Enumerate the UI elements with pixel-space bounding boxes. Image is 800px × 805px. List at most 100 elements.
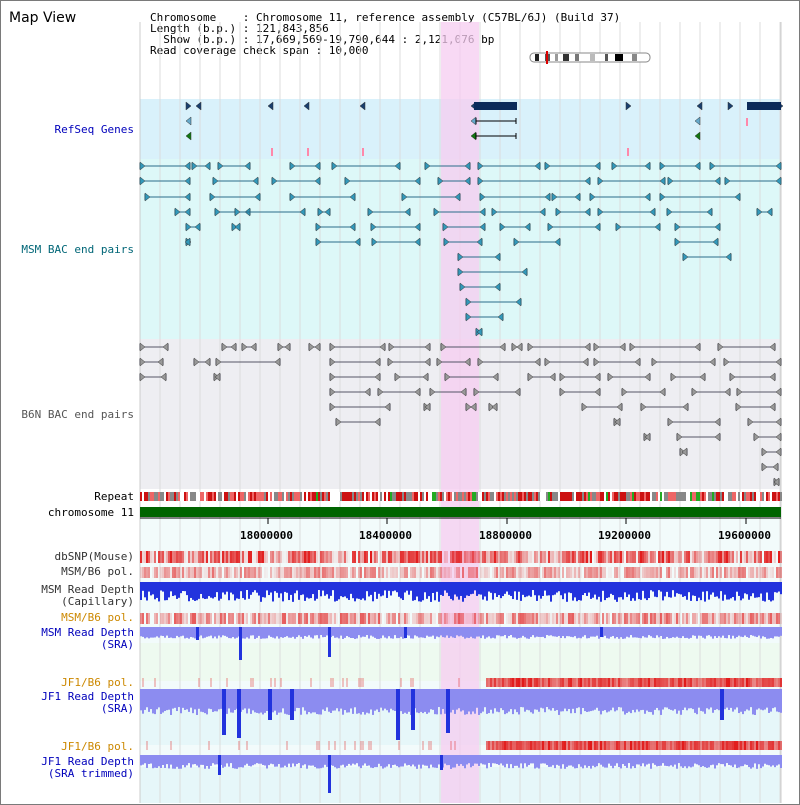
repeat-segment xyxy=(382,492,384,501)
repeat-segment xyxy=(452,492,454,501)
repeat-segment xyxy=(506,492,508,501)
msm-sra-depth-bar xyxy=(720,627,722,638)
msm-pol-density xyxy=(506,567,508,578)
msm-pol-density xyxy=(640,567,642,578)
repeat-segment xyxy=(304,492,306,501)
bac-end-arrow xyxy=(544,357,551,367)
msm-pol2-density xyxy=(648,613,650,624)
track-label-jf1-depth-sra[interactable]: JF1 Read Depth (SRA) xyxy=(41,690,134,715)
msm-pol-density xyxy=(190,567,192,578)
repeat-segment xyxy=(308,492,310,501)
jf1-sra-depth-bar xyxy=(374,689,376,711)
msm-pol2-density xyxy=(280,613,282,624)
jf1-pol2-density xyxy=(488,741,490,750)
repeat-segment xyxy=(420,492,422,501)
jf1-trim-depth-bar xyxy=(248,755,250,766)
bac-end-arrow xyxy=(725,252,732,262)
track-label-msm-b6-pol-1[interactable]: MSM/B6 pol. xyxy=(61,565,134,578)
msm-sra-depth-bar xyxy=(156,627,158,637)
bac-end-arrow xyxy=(539,207,546,217)
jf1-pol-density xyxy=(576,678,578,687)
bac-end-arrow xyxy=(699,372,706,382)
msm-pol-density xyxy=(258,567,260,578)
track-features[interactable] xyxy=(139,101,784,793)
msm-pol-density xyxy=(476,567,478,578)
jf1-sra-depth-bar xyxy=(142,689,144,714)
jf1-sra-depth-bar xyxy=(682,689,684,710)
repeat-segment xyxy=(734,492,736,501)
msm-pol2-density xyxy=(464,613,466,624)
msm-pol2-density xyxy=(674,613,676,624)
jf1-trim-depth-bar xyxy=(166,755,168,765)
track-label-jf1-b6-pol-1[interactable]: JF1/B6 pol. xyxy=(61,676,134,689)
jf1-pol2-density xyxy=(766,741,768,750)
repeat-segment xyxy=(286,492,288,501)
jf1-pol2-density xyxy=(772,741,774,750)
jf1-pol2-density xyxy=(316,741,318,750)
track-label-msm-bac[interactable]: MSM BAC end pairs xyxy=(21,243,134,256)
repeat-segment xyxy=(662,492,664,501)
jf1-pol2-density xyxy=(736,741,738,750)
track-label-b6n-bac[interactable]: B6N BAC end pairs xyxy=(21,408,134,421)
dbsnp-density xyxy=(420,551,422,563)
dbsnp-density xyxy=(206,551,208,563)
bac-end-arrow xyxy=(593,342,600,352)
jf1-trim-depth-bar xyxy=(718,755,720,764)
msm-capillary-depth-bar xyxy=(724,582,726,595)
msm-sra-depth-bar xyxy=(464,627,466,639)
msm-pol-density xyxy=(592,567,594,578)
msm-pol-density xyxy=(514,567,516,578)
jf1-trim-depth-bar xyxy=(752,755,754,768)
msm-capillary-depth-bar xyxy=(214,582,216,598)
jf1-pol2-density xyxy=(570,741,572,750)
jf1-pol-density xyxy=(502,678,504,687)
msm-capillary-depth-bar xyxy=(524,582,526,598)
msm-pol-density xyxy=(294,567,296,578)
track-label-refseq-genes[interactable]: RefSeq Genes xyxy=(54,123,134,136)
msm-pol-density xyxy=(412,567,414,578)
jf1-trim-depth-bar xyxy=(676,755,678,769)
jf1-pol-density xyxy=(706,678,708,687)
bac-end-arrow xyxy=(527,372,534,382)
track-label-msm-depth-capillary[interactable]: MSM Read Depth (Capillary) xyxy=(41,583,134,608)
jf1-sra-depth-bar xyxy=(646,689,648,711)
msm-pol2-density xyxy=(362,613,364,624)
jf1-sra-depth-bar xyxy=(360,689,362,715)
msm-pol2-density xyxy=(688,613,690,624)
msm-sra-depth-bar xyxy=(686,627,688,638)
msm-pol-density xyxy=(234,567,236,578)
dbsnp-density xyxy=(512,551,514,563)
dbsnp-density xyxy=(370,551,372,563)
msm-sra-depth-spike xyxy=(328,627,331,657)
msm-sra-depth-bar xyxy=(724,627,726,639)
msm-pol2-density xyxy=(718,613,720,624)
msm-sra-depth-bar xyxy=(176,627,178,636)
jf1-pol2-density xyxy=(544,741,546,750)
jf1-sra-depth-bar xyxy=(168,689,170,710)
msm-sra-depth-bar xyxy=(654,627,656,639)
jf1-pol2-density xyxy=(582,741,584,750)
msm-capillary-depth-bar xyxy=(334,582,336,602)
ideogram-band xyxy=(575,54,579,61)
track-label-jf1-depth-trimmed[interactable]: JF1 Read Depth (SRA trimmed) xyxy=(41,755,134,780)
repeat-segment xyxy=(170,492,172,501)
jf1-pol-density xyxy=(718,678,720,687)
msm-sra-depth-bar xyxy=(230,627,232,639)
repeat-segment xyxy=(318,492,320,501)
jf1-trim-depth-bar xyxy=(630,755,632,769)
track-label-dbsnp[interactable]: dbSNP(Mouse) xyxy=(54,550,134,563)
jf1-pol2-density xyxy=(576,741,578,750)
track-label-msm-b6-pol-2[interactable]: MSM/B6 pol. xyxy=(61,611,134,624)
msm-pol2-density xyxy=(308,613,310,624)
msm-pol-density xyxy=(658,567,660,578)
dbsnp-density xyxy=(140,551,142,563)
chromosome-ideogram[interactable] xyxy=(529,51,651,64)
msm-pol2-density xyxy=(500,613,502,624)
msm-pol2-density xyxy=(522,613,524,624)
track-label-jf1-b6-pol-2[interactable]: JF1/B6 pol. xyxy=(61,740,134,753)
msm-capillary-depth-bar xyxy=(730,582,732,599)
track-label-msm-depth-sra[interactable]: MSM Read Depth (SRA) xyxy=(41,626,134,651)
jf1-pol-density xyxy=(522,678,524,687)
track-label-repeat[interactable]: Repeat xyxy=(94,490,134,503)
